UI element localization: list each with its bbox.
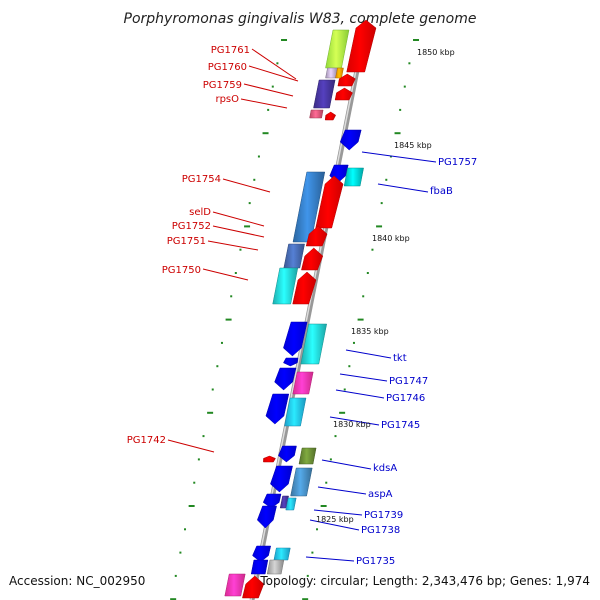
gene-label-pg1739[interactable]: PG1739: [364, 510, 403, 521]
gene-block[interactable]: [224, 573, 246, 597]
scale-ticks: [170, 39, 420, 600]
gene-block[interactable]: [313, 79, 336, 109]
leader-line: [305, 556, 355, 562]
gene-label-pg1746[interactable]: PG1746: [386, 393, 425, 404]
gene-label-kdsa[interactable]: kdsA: [373, 463, 397, 474]
gene-label-pg1745[interactable]: PG1745: [381, 420, 420, 431]
gene-block[interactable]: [265, 393, 290, 425]
gene-label-aspa[interactable]: aspA: [368, 489, 393, 500]
kbp-label-1850: 1850 kbp: [417, 48, 455, 57]
gene-block[interactable]: [283, 321, 308, 357]
gene-label-pg1750[interactable]: PG1750: [162, 265, 201, 276]
gene-block[interactable]: [324, 111, 337, 121]
gene-blocks: [224, 19, 377, 599]
gene-block[interactable]: [262, 493, 282, 509]
gene-block[interactable]: [285, 497, 297, 511]
gene-block[interactable]: [346, 19, 377, 73]
leader-lines: [167, 48, 437, 562]
gene-block[interactable]: [315, 175, 344, 229]
kbp-label-1845: 1845 kbp: [394, 141, 432, 150]
kbp-label-1840: 1840 kbp: [372, 234, 410, 243]
gene-block[interactable]: [343, 167, 364, 187]
kbp-label-1835: 1835 kbp: [351, 327, 389, 336]
gene-label-pg1738[interactable]: PG1738: [361, 525, 400, 536]
gene-block[interactable]: [292, 371, 314, 395]
leader-line: [207, 240, 259, 251]
gene-label-pg1735[interactable]: PG1735: [356, 556, 395, 567]
kbp-label-1825: 1825 kbp: [316, 515, 354, 524]
leader-line: [240, 98, 288, 109]
gene-label-rpso[interactable]: rpsO: [215, 94, 239, 105]
gene-label-pg1752[interactable]: PG1752: [172, 221, 211, 232]
gene-label-pg1759[interactable]: PG1759: [203, 80, 242, 91]
gene-label-pg1760[interactable]: PG1760: [208, 62, 247, 73]
gene-block[interactable]: [292, 271, 317, 305]
gene-block[interactable]: [252, 545, 272, 563]
gene-block[interactable]: [257, 505, 277, 529]
gene-block[interactable]: [273, 547, 291, 561]
leader-line: [361, 151, 437, 163]
gene-label-pg1742[interactable]: PG1742: [127, 435, 166, 446]
leader-line: [309, 519, 360, 531]
gene-block[interactable]: [263, 455, 276, 463]
gene-block[interactable]: [334, 87, 353, 101]
leader-line: [329, 416, 380, 426]
leader-line: [222, 178, 271, 193]
gene-label-pg1751[interactable]: PG1751: [167, 236, 206, 247]
gene-block[interactable]: [300, 323, 328, 365]
gene-block[interactable]: [272, 267, 299, 305]
leader-line: [321, 459, 372, 470]
leader-line: [339, 373, 388, 382]
gene-block[interactable]: [270, 465, 293, 493]
map-title: Porphyromonas gingivalis W83, complete g…: [124, 11, 477, 27]
leader-line: [167, 439, 215, 453]
leader-line: [377, 183, 429, 193]
gene-label-seld[interactable]: selD: [189, 207, 211, 218]
leader-line: [212, 225, 265, 238]
gene-label-pg1747[interactable]: PG1747: [389, 376, 428, 387]
gene-block[interactable]: [337, 73, 356, 87]
gene-label-pg1761[interactable]: PG1761: [211, 45, 250, 56]
leader-line: [251, 48, 297, 80]
topology-text: Topology: circular; Length: 2,343,476 bp…: [259, 574, 590, 588]
leader-line: [202, 268, 249, 281]
gene-block[interactable]: [290, 467, 313, 497]
gene-label-pg1757[interactable]: PG1757: [438, 157, 477, 168]
gene-block[interactable]: [325, 29, 350, 69]
gene-block[interactable]: [298, 447, 317, 465]
gene-block[interactable]: [274, 367, 297, 391]
leader-line: [345, 349, 392, 359]
gene-label-fbab[interactable]: fbaB: [430, 186, 453, 197]
gene-block[interactable]: [242, 575, 265, 599]
kbp-label-1830: 1830 kbp: [333, 420, 371, 429]
leader-line: [335, 389, 385, 399]
gene-block[interactable]: [278, 445, 297, 463]
gene-label-pg1754[interactable]: PG1754: [182, 174, 221, 185]
leader-line: [313, 509, 363, 516]
accession-text: Accession: NC_002950: [9, 574, 145, 588]
gene-block[interactable]: [339, 129, 362, 151]
gene-block[interactable]: [283, 243, 305, 269]
leader-line: [212, 211, 265, 227]
gene-block[interactable]: [305, 225, 328, 247]
gene-block[interactable]: [266, 559, 285, 575]
gene-block[interactable]: [301, 247, 324, 271]
gene-block[interactable]: [309, 109, 324, 119]
gene-block[interactable]: [250, 559, 269, 575]
gene-label-tkt[interactable]: tkt: [393, 353, 407, 364]
gene-block[interactable]: [283, 357, 299, 367]
leader-line: [248, 65, 299, 82]
leader-line: [243, 83, 294, 97]
leader-line: [317, 486, 367, 495]
gene-block[interactable]: [284, 397, 307, 427]
